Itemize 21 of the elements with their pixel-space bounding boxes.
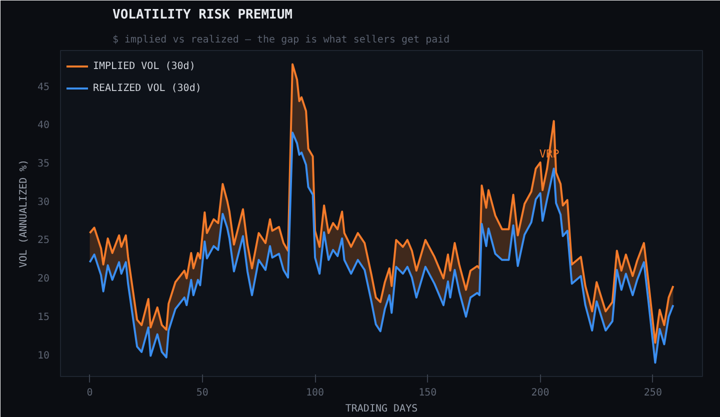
x-tick-label: 0 (86, 388, 93, 398)
y-axis-title: VOL (ANNUALIZED %) (18, 159, 30, 268)
legend-label: REALIZED VOL (30d) (93, 82, 202, 94)
x-tick-label: 100 (306, 388, 324, 398)
y-tick-label: 25 (37, 235, 50, 246)
chart-subtitle: $ implied vs realized — the gap is what sellers get paid (112, 34, 450, 46)
chart-title: VOLATILITY RISK PREMIUM (112, 8, 293, 22)
x-tick-label: 250 (644, 388, 662, 398)
x-tick-label: 200 (531, 388, 550, 398)
y-tick-label: 10 (37, 350, 50, 362)
y-tick-label: 30 (37, 196, 50, 208)
y-tick-label: 15 (37, 312, 50, 323)
y-tick-label: 35 (37, 158, 50, 170)
legend-label: IMPLIED VOL (30d) (93, 60, 196, 72)
x-tick-label: 150 (418, 388, 437, 398)
y-tick-label: 20 (37, 274, 50, 285)
x-axis-title: TRADING DAYS (345, 404, 418, 414)
line-series (88, 132, 674, 364)
x-tick-label: 50 (196, 388, 208, 398)
y-tick-label: 45 (37, 82, 50, 93)
y-tick-label: 40 (37, 120, 50, 132)
